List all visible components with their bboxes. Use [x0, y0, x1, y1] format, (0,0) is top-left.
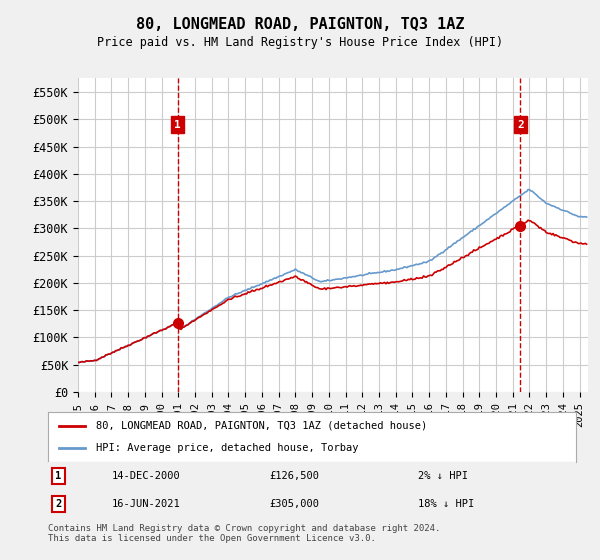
Text: 14-DEC-2000: 14-DEC-2000 [112, 471, 180, 481]
Text: HPI: Average price, detached house, Torbay: HPI: Average price, detached house, Torb… [95, 443, 358, 453]
Text: 80, LONGMEAD ROAD, PAIGNTON, TQ3 1AZ: 80, LONGMEAD ROAD, PAIGNTON, TQ3 1AZ [136, 17, 464, 32]
Text: 2% ↓ HPI: 2% ↓ HPI [418, 471, 467, 481]
Text: 80, LONGMEAD ROAD, PAIGNTON, TQ3 1AZ (detached house): 80, LONGMEAD ROAD, PAIGNTON, TQ3 1AZ (de… [95, 421, 427, 431]
Text: 1: 1 [55, 471, 62, 481]
Text: 16-JUN-2021: 16-JUN-2021 [112, 499, 180, 509]
Text: £305,000: £305,000 [270, 499, 320, 509]
Text: 2: 2 [517, 120, 524, 130]
Text: Contains HM Land Registry data © Crown copyright and database right 2024.
This d: Contains HM Land Registry data © Crown c… [48, 524, 440, 543]
Text: 2: 2 [55, 499, 62, 509]
Text: £126,500: £126,500 [270, 471, 320, 481]
Text: Price paid vs. HM Land Registry's House Price Index (HPI): Price paid vs. HM Land Registry's House … [97, 36, 503, 49]
Text: 18% ↓ HPI: 18% ↓ HPI [418, 499, 474, 509]
Text: 1: 1 [174, 120, 181, 130]
